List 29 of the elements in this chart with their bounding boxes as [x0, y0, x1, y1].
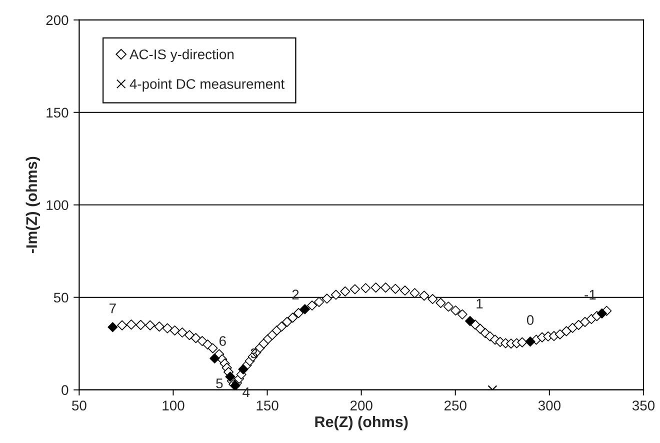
point — [300, 304, 310, 314]
point — [210, 353, 220, 364]
point — [596, 308, 607, 318]
x-tick-label: 50 — [72, 400, 86, 410]
y-tick-label: 200 — [46, 15, 68, 26]
x-tick-label: 250 — [444, 400, 466, 410]
x-axis-title: Re(Z) (ohms) — [315, 416, 408, 430]
point — [525, 336, 536, 347]
x-tick-label: 300 — [538, 400, 560, 410]
annotation: 0 — [526, 315, 534, 325]
annotation: 1 — [476, 298, 483, 308]
y-tick-label: 0 — [62, 385, 68, 396]
x-tick-label: 100 — [162, 400, 184, 410]
point — [108, 322, 118, 332]
annotation: 5 — [216, 378, 223, 388]
y-axis-title: -Im(Z) (ohms) — [26, 156, 40, 254]
point — [465, 316, 476, 326]
annotation: 6 — [220, 336, 226, 346]
y-tick-label: 50 — [54, 292, 68, 303]
x-tick-label: 200 — [350, 400, 372, 410]
legend-label: AC-IS y-direction — [129, 49, 234, 62]
legend-label: 4-point DC measurement — [130, 78, 285, 92]
annotation: 7 — [110, 304, 116, 314]
x-tick-label: 150 — [256, 400, 278, 410]
point — [225, 372, 236, 382]
x-tick-label: 350 — [632, 400, 655, 410]
y-tick-label: 100 — [46, 200, 68, 210]
point — [238, 364, 248, 374]
y-tick-label: 150 — [46, 108, 68, 118]
